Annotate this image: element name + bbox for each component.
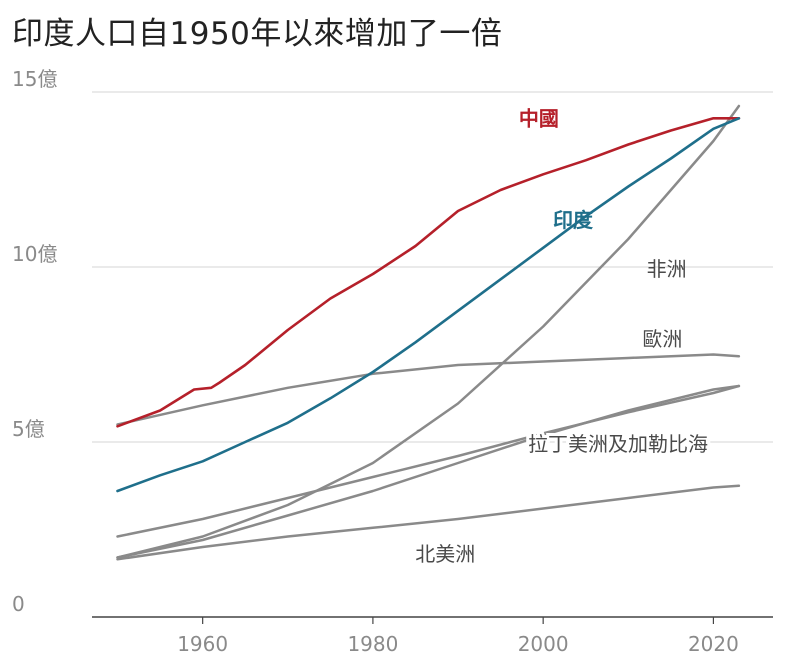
x-tick-label: 1960 [177,632,228,656]
x-axis-ticks: 1960 1980 2000 2020 [177,617,739,656]
x-tick-label: 1980 [347,632,398,656]
series-label-2: 非洲 [647,257,687,281]
x-tick-label: 2020 [688,632,739,656]
chart-title: 印度人口自1950年以來增加了一倍 [12,16,503,52]
y-tick-label: 5億 [12,417,45,441]
series-label-1: 印度 [553,208,594,232]
x-tick-label: 2000 [518,632,569,656]
series-line-2 [116,104,741,559]
series-label-3: 歐洲 [642,327,682,351]
gridlines [92,91,773,443]
series-line-1 [116,117,741,493]
y-axis-ticks: 0 5億 10億 15億 [12,67,57,616]
series-line-3 [116,353,741,426]
series-label-4: 拉丁美洲及加勒比海 [528,432,708,456]
series-label-0: 中國 [519,106,559,130]
series-line-0 [116,117,741,428]
series-line-4 [116,384,741,559]
y-tick-label: 15億 [12,67,57,91]
y-tick-label: 0 [12,592,25,616]
series-line-6 [116,384,741,538]
series-label-5: 北美洲 [415,542,475,566]
y-tick-label: 10億 [12,242,57,266]
series-lines [116,104,741,561]
series-line-5 [116,484,741,561]
